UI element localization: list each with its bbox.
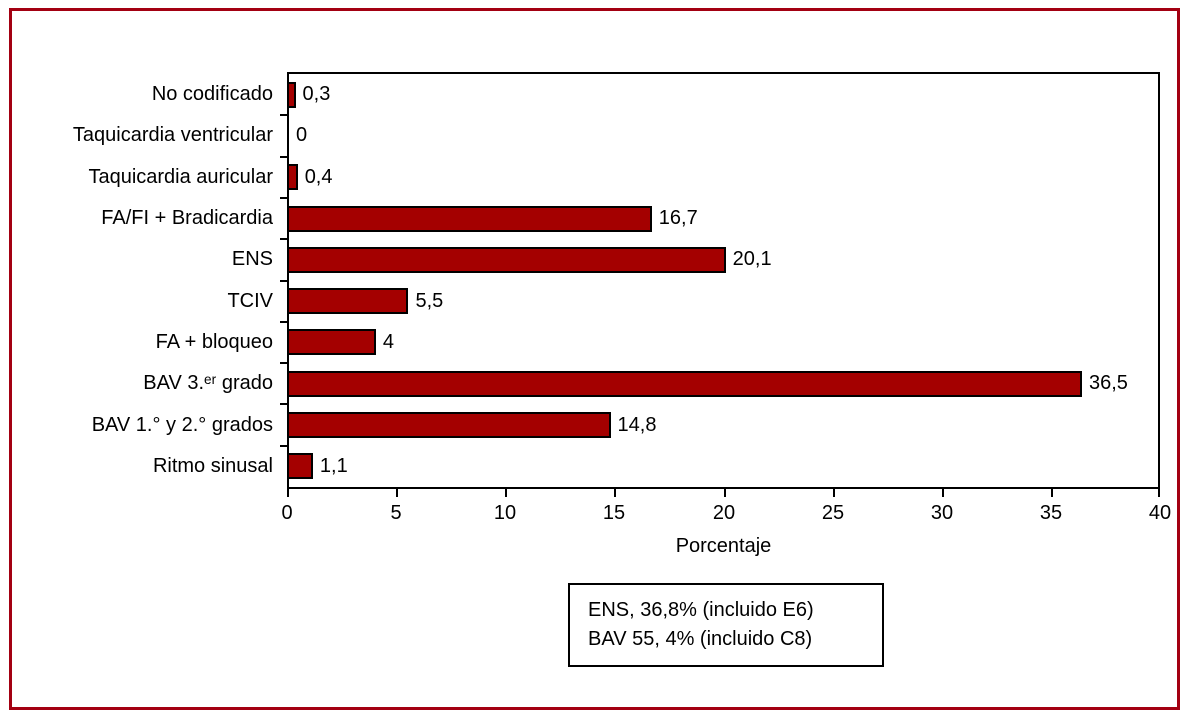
category-label: FA + bloqueo: [155, 330, 273, 353]
bar-rows: 0,3 0 0,4 16,7 20,1 5,5 4 36,5 14,8 1,1: [289, 74, 1158, 487]
category-label: Taquicardia ventricular: [72, 124, 273, 147]
x-axis-tick-label: 10: [493, 502, 517, 524]
y-axis-tick: [280, 362, 287, 364]
bar-row: 16,7: [289, 198, 1158, 239]
bar-row: 4: [289, 322, 1158, 363]
bar: [289, 205, 652, 232]
bar-row: 0: [289, 115, 1158, 156]
x-axis-tick: [1051, 489, 1053, 497]
bar: [289, 412, 611, 439]
x-axis-tick: [287, 489, 289, 497]
y-axis-category-labels: No codificado Taquicardia ventricular Taqu…: [22, 74, 280, 487]
bar-value-label: 36,5: [1088, 372, 1128, 395]
bar-value-label: 14,8: [617, 413, 657, 436]
annotation-box: ENS, 36,8% (incluido E6) BAV 55, 4% (inc…: [568, 583, 884, 667]
bar: [289, 81, 296, 108]
bar: [289, 453, 313, 480]
x-axis-tick: [942, 489, 944, 497]
y-axis-tick: [280, 114, 287, 116]
bar-row: 5,5: [289, 280, 1158, 321]
x-axis-tick: [614, 489, 616, 497]
figure-frame: No codificado Taquicardia ventricular Taqu…: [9, 8, 1180, 710]
bar-row: 14,8: [289, 404, 1158, 445]
x-axis-tick: [1158, 489, 1160, 497]
bar-row: 36,5: [289, 363, 1158, 404]
category-label: BAV 3.ᵉʳ grado: [143, 372, 273, 395]
bar-row: 0,3: [289, 74, 1158, 115]
x-axis-tick-label: 40: [1148, 502, 1172, 524]
y-axis-tick: [280, 280, 287, 282]
category-label: TCIV: [227, 289, 273, 312]
category-label: ENS: [231, 248, 273, 271]
category-label: FA/FI + Bradicardia: [101, 207, 273, 230]
bar-value-label: 4: [382, 330, 395, 353]
x-axis-tick: [724, 489, 726, 497]
y-axis-tick: [280, 197, 287, 199]
y-axis-tick: [280, 321, 287, 323]
x-axis-tick-label: 5: [390, 502, 402, 524]
x-axis-tick: [505, 489, 507, 497]
x-axis-tick-label: 0: [281, 502, 293, 524]
y-axis-tick: [280, 445, 287, 447]
bar: [289, 370, 1082, 397]
annotation-line-2: BAV 55, 4% (incluido C8): [588, 628, 813, 650]
y-axis-tick: [280, 403, 287, 405]
x-axis-tick: [833, 489, 835, 497]
x-axis-tick: [396, 489, 398, 497]
bar-row: 0,4: [289, 157, 1158, 198]
x-axis-tick-label: 35: [1039, 502, 1063, 524]
bar-value-label: 20,1: [732, 248, 772, 271]
category-label: BAV 1.° y 2.° grados: [91, 413, 273, 436]
bar-value-label: 5,5: [415, 289, 444, 312]
x-axis-tick-label: 15: [602, 502, 626, 524]
bar: [289, 288, 409, 315]
bar: [289, 329, 376, 356]
bar-value-label: 1,1: [319, 454, 348, 477]
bar-value-label: 0,4: [304, 165, 333, 188]
plot-area: 0,3 0 0,4 16,7 20,1 5,5 4 36,5 14,8 1,1: [287, 72, 1160, 489]
annotation-line-1: ENS, 36,8% (incluido E6): [588, 599, 814, 621]
category-label: Ritmo sinusal: [152, 454, 273, 477]
x-axis-tick-label: 25: [821, 502, 845, 524]
bar-value-label: 0,3: [302, 83, 331, 106]
bar: [289, 246, 726, 273]
y-axis-tick: [280, 156, 287, 158]
bar: [289, 164, 298, 191]
bar-value-label: 0: [296, 124, 308, 147]
category-label: No codificado: [151, 83, 273, 106]
x-axis-tick-label: 20: [712, 502, 736, 524]
bar-row: 20,1: [289, 239, 1158, 280]
category-label: Taquicardia auricular: [88, 165, 273, 188]
bar-value-label: 16,7: [658, 207, 698, 230]
x-axis-tick-label: 30: [930, 502, 954, 524]
x-axis-title: Porcentaje: [675, 535, 772, 557]
bar-row: 1,1: [289, 446, 1158, 487]
y-axis-tick: [280, 238, 287, 240]
